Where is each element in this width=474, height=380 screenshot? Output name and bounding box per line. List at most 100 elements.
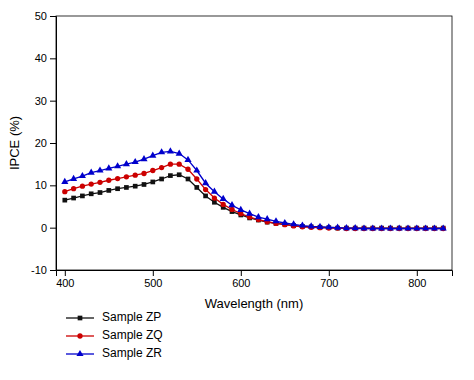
marker: [123, 160, 130, 166]
plot: 400500600700800-1001020304050: [31, 10, 452, 289]
tick: 10: [35, 179, 56, 191]
tick: 0: [41, 222, 56, 234]
tick-label: -10: [31, 264, 47, 276]
tick-mark: [50, 228, 56, 229]
marker: [229, 207, 234, 212]
tick: 500: [144, 270, 162, 289]
marker: [80, 194, 85, 199]
tick-label: 800: [408, 277, 426, 289]
tick-label: 20: [35, 137, 47, 149]
tick-mark: [50, 270, 56, 271]
marker: [167, 147, 174, 153]
marker: [413, 224, 420, 230]
marker: [308, 222, 315, 228]
marker: [79, 172, 86, 178]
marker: [133, 173, 138, 178]
marker: [114, 162, 121, 168]
series-markers: [62, 172, 445, 230]
legend-label: Sample ZR: [102, 346, 162, 360]
tick: 800: [408, 270, 426, 289]
tick: 600: [232, 270, 250, 289]
marker: [71, 196, 76, 201]
tick-label: 400: [56, 277, 74, 289]
marker: [98, 190, 103, 195]
marker: [106, 178, 111, 183]
series-markers: [61, 147, 447, 230]
marker: [281, 219, 288, 225]
axis-line: [50, 17, 57, 271]
marker: [194, 176, 199, 181]
tick-label: 10: [35, 179, 47, 191]
legend-marker: [76, 350, 83, 356]
marker: [133, 184, 138, 189]
legend: Sample ZP Sample ZQ Sample ZR: [66, 310, 163, 360]
marker: [177, 162, 182, 167]
marker: [343, 224, 350, 230]
y-axis: -1001020304050: [31, 10, 56, 276]
marker: [272, 217, 279, 223]
tick: -10: [31, 264, 56, 276]
marker: [211, 188, 218, 194]
marker: [255, 213, 262, 219]
marker: [140, 155, 147, 161]
marker: [220, 195, 227, 201]
marker: [387, 224, 394, 230]
tick-mark: [65, 270, 66, 276]
tick-mark: [329, 270, 330, 276]
series-line: [65, 175, 443, 228]
marker: [186, 177, 191, 182]
marker: [142, 182, 147, 187]
tick-mark: [241, 270, 242, 276]
tick-mark: [50, 58, 56, 59]
marker: [89, 191, 94, 196]
marker: [378, 224, 385, 230]
marker: [193, 166, 200, 172]
series-line: [65, 151, 443, 228]
marker: [299, 221, 306, 227]
marker: [115, 186, 120, 191]
legend-marker: [78, 316, 83, 321]
tick: 20: [35, 137, 56, 149]
tick-label: 500: [144, 277, 162, 289]
marker: [105, 164, 112, 170]
tick-label: 50: [35, 10, 47, 22]
tick-label: 600: [232, 277, 250, 289]
marker: [80, 184, 85, 189]
marker: [431, 224, 438, 230]
x-axis-title: Wavelength (nm): [205, 296, 304, 311]
marker: [177, 172, 182, 177]
marker: [316, 223, 323, 229]
marker: [184, 156, 191, 162]
legend-item: Sample ZP: [66, 310, 161, 324]
y-axis-title: IPCE (%): [7, 116, 22, 170]
marker: [369, 224, 376, 230]
tick-mark: [50, 185, 56, 186]
marker: [212, 195, 217, 200]
marker: [115, 176, 120, 181]
marker: [203, 187, 208, 192]
x-axis: 400 500 600 700 800: [56, 270, 452, 289]
marker: [185, 167, 190, 172]
tick-mark: [50, 101, 56, 102]
marker: [88, 169, 95, 175]
legend-item: Sample ZQ: [66, 328, 163, 342]
tick: 700: [320, 270, 338, 289]
marker: [228, 201, 235, 207]
marker: [221, 202, 226, 207]
tick-label: 700: [320, 277, 338, 289]
marker: [290, 220, 297, 226]
marker: [150, 180, 155, 185]
tick: 50: [35, 10, 56, 22]
tick: 400: [56, 270, 74, 289]
legend-item: Sample ZR: [66, 346, 162, 360]
marker: [246, 210, 253, 216]
marker: [440, 224, 447, 230]
tick-mark: [417, 270, 418, 276]
marker: [124, 174, 129, 179]
marker: [96, 166, 103, 172]
marker: [334, 224, 341, 230]
marker: [264, 215, 271, 221]
marker: [62, 198, 67, 203]
marker: [396, 224, 403, 230]
legend-label: Sample ZP: [102, 310, 161, 324]
